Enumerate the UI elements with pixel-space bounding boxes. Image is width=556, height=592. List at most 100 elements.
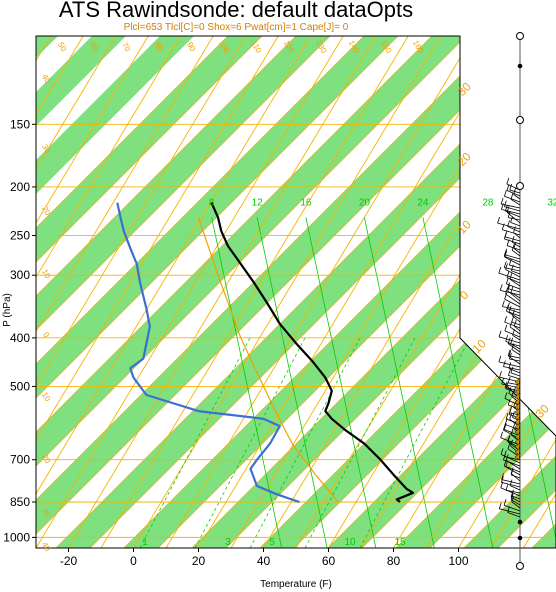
wind-barb-flag	[512, 411, 515, 418]
wind-barb-flag	[504, 250, 508, 258]
wind-barb-flag	[511, 343, 515, 350]
wind-barb-flag	[505, 263, 508, 270]
wind-barb	[510, 292, 521, 299]
wind-barb-flag	[510, 216, 513, 223]
adiabat-line	[36, 36, 365, 548]
x-tick-label: 80	[387, 554, 401, 568]
wind-barb-flag	[509, 352, 512, 360]
wind-barb	[510, 473, 521, 482]
adiabat-band	[36, 36, 330, 548]
isotherm-line	[425, 36, 556, 548]
isotherm-top-label: 110	[249, 39, 263, 55]
wind-barb	[502, 229, 521, 236]
wind-barb-flag	[506, 177, 510, 185]
wind-barb-flag	[513, 226, 516, 233]
y-tick-label: 700	[10, 453, 30, 467]
wind-barb	[504, 321, 521, 329]
wind-barb	[506, 277, 521, 284]
wind-barb	[510, 198, 521, 206]
isotherm-line	[36, 36, 182, 548]
wind-barb-flag	[507, 398, 511, 406]
wind-barb-flag	[504, 392, 508, 399]
wind-barb-flag	[505, 460, 509, 467]
wind-barb-pennant	[514, 412, 521, 421]
wind-staff-marker	[516, 32, 524, 40]
wind-barb	[509, 264, 521, 269]
wind-barb	[513, 194, 521, 200]
wind-barb-flag	[503, 459, 507, 467]
y-tick-label: 850	[10, 495, 30, 509]
wind-barb	[507, 343, 521, 353]
adiabat-line	[36, 36, 297, 548]
wind-barb-flag	[507, 369, 511, 376]
adiabat-band	[36, 36, 398, 548]
y-tick-label: 200	[10, 180, 30, 194]
wind-barb-flag	[501, 377, 505, 385]
wind-barb-flag	[507, 442, 511, 450]
wind-barb	[506, 211, 521, 224]
wind-barb	[505, 210, 521, 218]
wind-barb-flag	[503, 499, 507, 506]
wind-barb	[500, 454, 521, 464]
x-tick-label: 40	[257, 554, 271, 568]
isotherm-line	[100, 36, 409, 548]
wind-barb-flag	[505, 277, 509, 284]
wind-barb	[508, 368, 521, 374]
y-tick-label: 400	[10, 331, 30, 345]
wind-barb-flag	[506, 239, 510, 246]
y-tick-label: 150	[10, 117, 30, 131]
wind-barb-pennant	[514, 397, 521, 406]
wind-barb	[501, 479, 521, 485]
isotherm-line	[165, 36, 474, 548]
wind-barb-flag	[512, 309, 515, 317]
isotherm-line	[0, 36, 18, 548]
wind-barb-flag	[510, 428, 514, 435]
isotherm-line	[198, 36, 507, 548]
y-axis-label: P (hPa)	[2, 293, 13, 327]
wind-barb-flag	[503, 200, 507, 207]
isotherm-line	[36, 36, 279, 548]
mixing-ratio-bottom-label: 15	[394, 537, 406, 548]
wind-barb-pennant	[514, 442, 521, 451]
wind-barb	[504, 195, 521, 203]
x-tick-label: 60	[322, 554, 336, 568]
wind-barb-flag	[503, 423, 507, 430]
wind-barb	[504, 236, 521, 242]
mixing-ratio-labels: 8 12 16 20 24 28 32 1 3 5 10 15	[142, 197, 556, 548]
wind-barb-flag	[505, 304, 509, 312]
chart-subtitle: Plcl=653 Tlcl[C]=0 Shox=6 Pwat[cm]=1 Cap…	[124, 22, 349, 33]
wind-barb-flag	[508, 387, 512, 394]
wind-barb-flag	[503, 360, 506, 367]
mixing-ratio-line	[305, 217, 377, 548]
adiabat-line	[321, 36, 556, 548]
wind-barb-pennant	[514, 392, 521, 401]
wind-barb-pennant	[514, 417, 521, 426]
adiabat-line	[36, 36, 467, 548]
mixing-ratio-bottom-label: 1	[142, 537, 148, 548]
wind-staff-marker	[517, 63, 523, 69]
wind-barb-pennant	[514, 422, 521, 431]
wind-barb	[507, 226, 521, 233]
wind-staff-marker	[517, 519, 523, 525]
wind-barb	[504, 298, 521, 308]
wind-barb-flag	[510, 193, 514, 200]
wind-barb-flag	[498, 330, 502, 337]
wind-barb-flag	[507, 282, 510, 289]
adiabat-line	[423, 36, 556, 548]
wind-barb	[509, 278, 521, 287]
wind-barb-flag	[511, 390, 515, 397]
adiabat-line	[253, 36, 556, 548]
wind-barb	[505, 340, 521, 350]
wind-barb-flag	[504, 315, 508, 323]
wind-barb	[511, 501, 521, 509]
wind-barb-flag	[503, 453, 506, 461]
isotherm-line	[36, 36, 247, 548]
wind-barb-flag	[497, 217, 500, 224]
mixing-ratio-label: 24	[417, 197, 429, 208]
adiabat-band	[36, 36, 262, 548]
x-tick-label: -20	[60, 554, 78, 568]
wind-barb-flag	[501, 300, 505, 307]
wind-barb	[504, 254, 521, 260]
isotherm-left-label: 40	[40, 541, 53, 554]
adiabat-line	[355, 36, 556, 548]
